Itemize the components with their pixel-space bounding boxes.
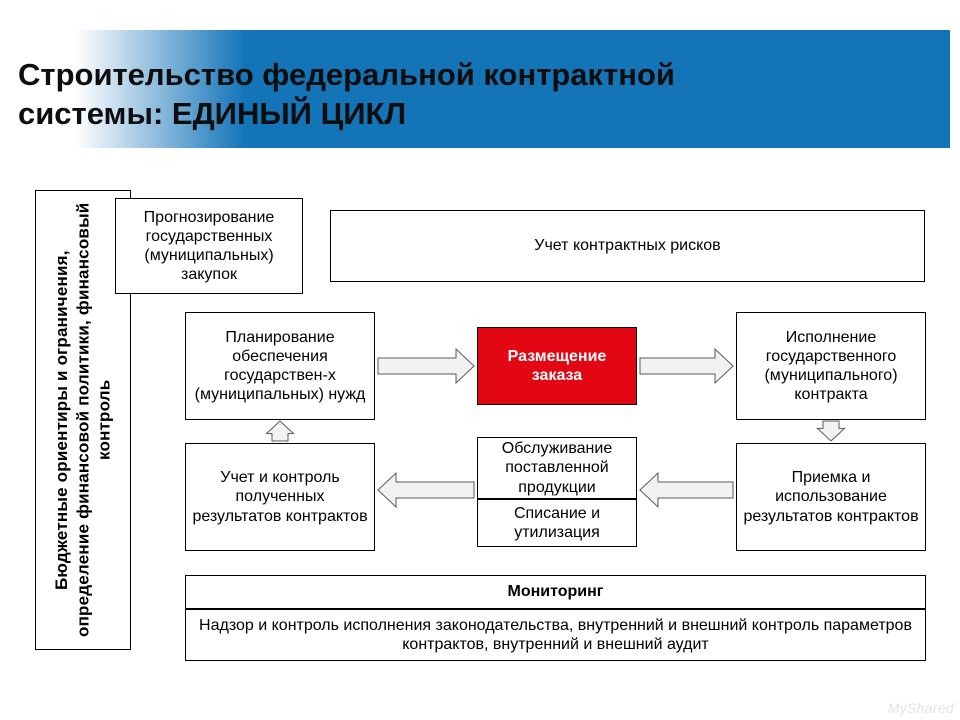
node-plan: Планирование обеспечения государствен-х … [185, 312, 375, 420]
node-monitor-label: Мониторинг [508, 582, 604, 601]
node-exec-label: Исполнение государственного (муниципальн… [743, 328, 919, 405]
node-budget-guidelines-label: Бюджетные ориентиры и ограничения, опред… [51, 195, 115, 645]
node-oversight-label: Надзор и контроль исполнения законодател… [192, 616, 919, 654]
node-plan-label: Планирование обеспечения государствен-х … [192, 328, 368, 405]
page-title: Строительство федеральной контрактной си… [18, 56, 778, 134]
node-service-label: Обслуживание поставленной продукции [484, 439, 630, 497]
node-risks: Учет контрактных рисков [330, 210, 925, 282]
node-oversight: Надзор и контроль исполнения законодател… [185, 609, 926, 661]
node-risks-label: Учет контрактных рисков [534, 236, 720, 255]
node-monitor: Мониторинг [185, 575, 926, 609]
node-account-label: Учет и контроль полученных результатов к… [192, 468, 368, 526]
node-accept: Приемка и использование результатов конт… [736, 443, 926, 551]
node-place-order-label: Размещение заказа [484, 347, 630, 385]
node-dispose: Списание и утилизация [477, 499, 637, 547]
node-service: Обслуживание поставленной продукции [477, 437, 637, 499]
node-exec: Исполнение государственного (муниципальн… [736, 312, 926, 420]
node-accept-label: Приемка и использование результатов конт… [743, 468, 919, 526]
node-dispose-label: Списание и утилизация [484, 504, 630, 542]
watermark: MyShared [888, 700, 954, 716]
node-forecast-label: Прогнозирование государственных (муницип… [122, 208, 296, 285]
node-place-order: Размещение заказа [477, 327, 637, 405]
node-forecast: Прогнозирование государственных (муницип… [115, 198, 303, 294]
node-account: Учет и контроль полученных результатов к… [185, 443, 375, 551]
